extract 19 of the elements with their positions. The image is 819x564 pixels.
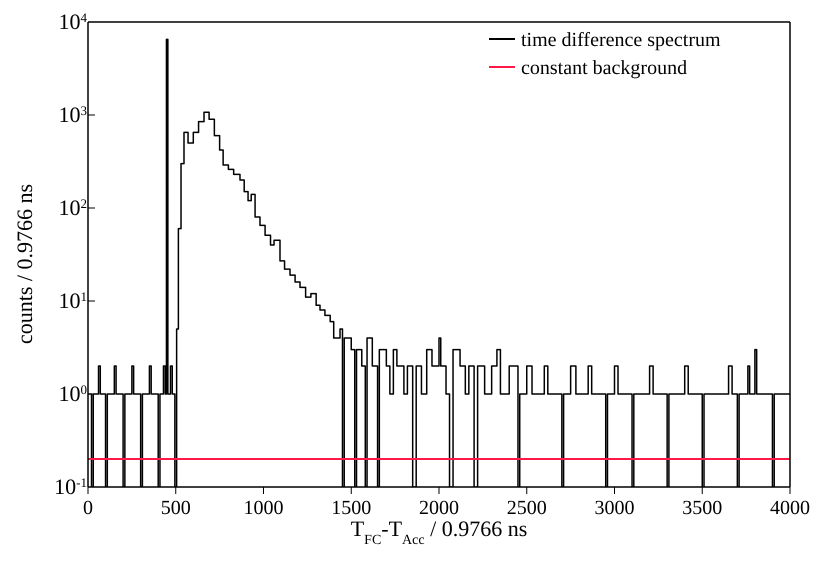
- x-tick-label: 1500: [331, 497, 372, 519]
- legend-label: time difference spectrum: [521, 29, 721, 51]
- x-tick-label: 4000: [770, 497, 810, 519]
- y-tick-label: 10$^{4}$: [58, 9, 88, 34]
- y-axis-title: counts / 0.9766 ns: [12, 184, 37, 344]
- y-tick-label: 10$^{3}$: [58, 102, 87, 127]
- x-tick-label: 0: [83, 497, 93, 519]
- x-tick-label: 500: [160, 497, 191, 519]
- x-tick-label: 2500: [506, 497, 547, 519]
- y-tick-label: 10$^{-1}$: [54, 474, 87, 499]
- y-tick-label: 10$^{1}$: [58, 288, 87, 313]
- x-tick-label: 1000: [244, 497, 284, 519]
- y-tick-label: 10$^{0}$: [58, 381, 87, 406]
- legend-label: constant background: [521, 57, 688, 79]
- x-tick-label: 3000: [594, 497, 634, 519]
- x-axis-title: T$_{FC}$-T$_{Acc}$ / 0.9766 ns: [350, 516, 528, 548]
- y-tick-label: 10$^{2}$: [58, 195, 87, 220]
- x-tick-label: 2000: [419, 497, 459, 519]
- x-tick-label: 3500: [682, 497, 722, 519]
